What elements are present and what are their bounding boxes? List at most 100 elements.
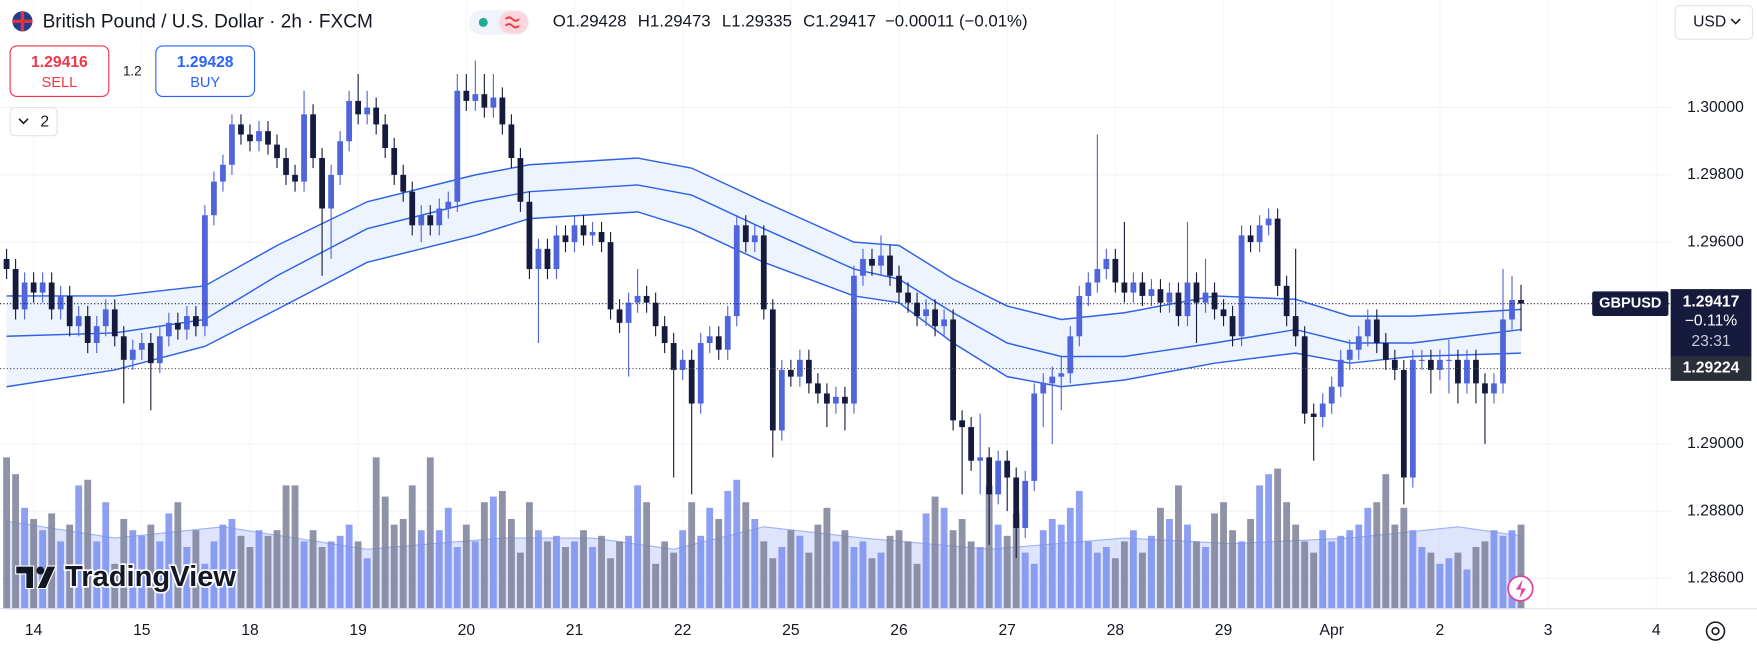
candle-body (589, 232, 596, 236)
candle-body (147, 343, 154, 364)
candle-body (1220, 309, 1227, 317)
candle-body (1391, 359, 1398, 370)
candle-body (247, 134, 253, 142)
candle-body (598, 232, 605, 243)
logo-dot (36, 566, 45, 575)
ohlc-label: L (722, 12, 731, 31)
ohlc-value: 1.29428 (566, 12, 627, 31)
candle-body (833, 396, 839, 404)
volume-bar (1039, 530, 1047, 609)
settings-icon[interactable] (1705, 621, 1726, 641)
volume-bar (48, 513, 56, 609)
symbol-header[interactable]: British Pound / U.S. Dollar · 2h · FXCM (12, 11, 373, 32)
candle-body (670, 343, 677, 370)
candle-body (472, 94, 479, 101)
candle-body (111, 309, 118, 337)
candle-body (688, 359, 695, 404)
volume-bar (93, 541, 101, 609)
y-tick-label: 1.30000 (1687, 99, 1744, 116)
buy-price: 1.29428 (177, 54, 234, 71)
volume-bar (201, 563, 209, 609)
volume-bar (715, 519, 723, 609)
volume-bar (1355, 524, 1363, 609)
buy-button[interactable] (155, 45, 256, 97)
x-tick-label: 25 (782, 622, 800, 639)
volume-bar (1102, 547, 1110, 609)
y-tick-label: 1.29600 (1687, 233, 1744, 250)
candle-body (57, 295, 64, 310)
volume-bar (1391, 524, 1399, 609)
candle-body (1148, 289, 1155, 296)
candle-body (1409, 359, 1416, 478)
candle-body (607, 242, 614, 310)
volume-bar (3, 457, 11, 609)
volume-bar (12, 474, 20, 609)
indicators-toggle[interactable] (9, 107, 58, 137)
candle-body (526, 201, 533, 270)
volume-bar (868, 558, 876, 609)
volume-bar (435, 530, 443, 609)
volume-bar (84, 479, 92, 609)
volume-bar (1364, 507, 1372, 609)
settings-icon-core (1711, 626, 1720, 636)
y-tick-label: 1.29800 (1687, 166, 1744, 183)
volume-bar (1238, 541, 1245, 609)
candle-body (382, 124, 389, 148)
candle-body (481, 94, 488, 108)
volume-bar (363, 558, 371, 609)
candle-body (941, 319, 947, 327)
volume-bar (679, 530, 687, 609)
candle-body (1319, 403, 1326, 417)
level-badge-bg (1670, 356, 1752, 381)
candle-body (1058, 373, 1065, 377)
volume-bar (1382, 474, 1390, 609)
candle-body (932, 309, 938, 327)
candle-body (535, 248, 542, 270)
volume-bar (1256, 485, 1264, 609)
ohlc-label: O (553, 12, 566, 31)
volume-bar (453, 547, 461, 609)
volume-bar (1508, 530, 1516, 609)
candle-body (616, 309, 623, 323)
candle-body (1085, 282, 1092, 296)
volume-bar (1517, 524, 1525, 609)
candle-body (634, 295, 641, 303)
volume-bar (1220, 502, 1227, 609)
volume-bar (1066, 507, 1074, 609)
volume-bar (607, 558, 614, 609)
candle-body (1337, 359, 1344, 387)
volume-bar (1274, 468, 1282, 609)
candle-body (1121, 282, 1128, 293)
volume-bar (282, 485, 290, 609)
volume-bar (138, 535, 146, 609)
ohlc-value: 1.29417 (815, 12, 876, 31)
volume-bar (219, 524, 227, 609)
candle-body (229, 124, 235, 165)
sell-button[interactable] (9, 45, 110, 97)
volume-bar (805, 552, 813, 609)
symbol-badge: GBPUSD (1599, 296, 1661, 312)
volume-bar (1111, 558, 1119, 609)
level-label: 1.29224 (1683, 360, 1740, 377)
candle-body (1283, 285, 1290, 317)
y-tick-label: 1.28600 (1687, 570, 1744, 587)
volume-bar (1166, 519, 1173, 609)
candle-body (914, 302, 920, 317)
candle-body (1211, 292, 1218, 310)
price-badge-bg (1670, 289, 1752, 358)
candle-body (364, 107, 371, 115)
volume-bar (1463, 569, 1471, 609)
volume-bar (940, 507, 948, 609)
volume-bar (255, 530, 263, 609)
currency-button[interactable] (1674, 5, 1754, 40)
volume-bar (1175, 485, 1182, 609)
delay-badge (498, 11, 529, 34)
volume-bar (444, 507, 452, 609)
volume-bar (652, 563, 660, 609)
volume-bar (661, 541, 669, 609)
sell-label: SELL (42, 75, 78, 91)
volume-bar (895, 530, 903, 609)
candle-body (12, 269, 19, 310)
candle-body (283, 158, 289, 175)
candle-body (1130, 282, 1137, 293)
